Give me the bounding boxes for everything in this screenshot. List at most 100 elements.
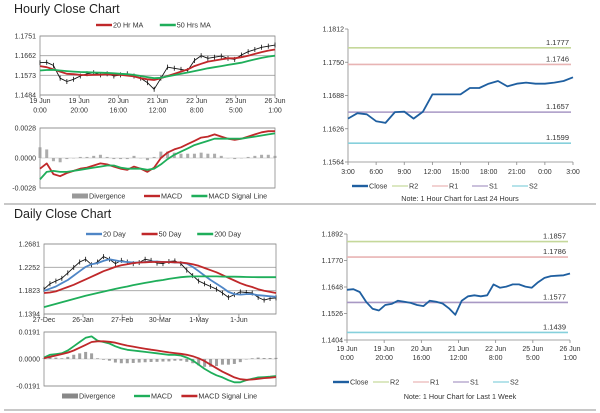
level-label-s2: 1.1599 <box>546 133 569 142</box>
divergence-bar <box>143 359 147 363</box>
divergence-bar <box>38 147 42 158</box>
series-50-day <box>43 261 277 294</box>
x-tick-label: 20 Jun <box>411 346 432 353</box>
series-macd <box>43 335 277 384</box>
x-tick-label: 0:00 <box>340 355 354 362</box>
section-divider <box>4 203 596 205</box>
x-tick-label: 16:00 <box>110 108 128 115</box>
plot-frame <box>43 243 277 315</box>
level-label-r2: 1.1777 <box>546 38 569 47</box>
divergence-bar <box>220 359 224 365</box>
x-tick-label: 6:00 <box>369 169 383 176</box>
series-20-hr-ma <box>39 48 276 81</box>
divergence-bar <box>268 358 272 359</box>
legend-label-r1: R1 <box>449 182 458 191</box>
x-tick-label: 30-Mar <box>149 317 172 324</box>
x-tick-label: 1-May <box>189 317 209 324</box>
y-tick-label: 0.0000 <box>19 357 41 364</box>
y-tick-label: 1.1688 <box>323 93 345 100</box>
divergence-bar <box>101 359 105 360</box>
legend-label-200-day: 200 Day <box>214 230 241 239</box>
x-tick-label: 25 Jun <box>522 346 543 353</box>
chart-note: Note: 1 Hour Chart for Last 24 Hours <box>401 194 519 203</box>
x-tick-label: 20 Jun <box>108 98 129 105</box>
hourly-chart-title: Hourly Close Chart <box>14 2 120 16</box>
chart-hourly_price <box>39 35 276 98</box>
divergence-bar <box>112 158 116 160</box>
divergence-bar <box>159 151 163 158</box>
divergence-bar <box>192 153 196 158</box>
divergence-bar <box>167 359 171 362</box>
y-tick-label: -0.0191 <box>16 384 40 391</box>
divergence-bar <box>113 359 117 363</box>
x-tick-label: 1:00 <box>268 108 282 115</box>
x-tick-label: 3:00 <box>566 169 580 176</box>
divergence-bar <box>155 359 159 362</box>
divergence-bar <box>72 354 76 359</box>
legend-label-macd-signal-line: MACD Signal Line <box>198 392 257 401</box>
legend-label-s1: S1 <box>489 182 498 191</box>
divergence-bar <box>66 356 70 359</box>
legend-label-s1: S1 <box>470 378 479 387</box>
divergence-bar <box>161 359 165 362</box>
x-tick-label: 9:00 <box>397 169 411 176</box>
divergence-bar <box>219 155 223 158</box>
y-tick-label: 1.1626 <box>323 126 345 133</box>
x-tick-label: 19 Jun <box>69 98 90 105</box>
series-macd <box>39 130 275 178</box>
chart-hourly_macd <box>38 127 277 189</box>
divergence-bar <box>85 156 89 158</box>
divergence-bar <box>125 158 129 160</box>
legend-label-r2: R2 <box>390 378 399 387</box>
divergence-bar <box>149 359 153 362</box>
divergence-bar <box>232 359 236 364</box>
x-tick-label: 8:00 <box>489 355 503 362</box>
level-label-s1: 1.1657 <box>546 102 569 111</box>
level-label-s1: 1.1577 <box>543 292 566 301</box>
series-close <box>347 76 574 124</box>
legend-label-close: Close <box>350 378 368 387</box>
x-tick-label: 25 Jun <box>225 98 246 105</box>
y-tick-label: 1.1484 <box>15 93 37 100</box>
y-tick-label: 1.1750 <box>323 60 345 67</box>
divergence-bar <box>98 154 102 158</box>
legend-label-macd-signal-line: MACD Signal Line <box>208 192 267 201</box>
x-tick-label: 21 Jun <box>448 346 469 353</box>
divergence-bar <box>206 153 210 158</box>
x-tick-label: 27-Dec <box>33 317 56 324</box>
divergence-bar <box>96 358 100 359</box>
divergence-bar <box>125 359 129 364</box>
x-tick-label: 5:00 <box>526 355 540 362</box>
legend-label-divergence: Divergence <box>89 192 125 201</box>
chart-weekly_pivots <box>344 233 571 343</box>
series-close <box>346 272 571 316</box>
level-label-r2: 1.1857 <box>543 232 566 241</box>
x-tick-label: 0:00 <box>538 169 552 176</box>
divergence-bar <box>45 149 49 158</box>
divergence-bar <box>65 158 69 160</box>
legend-label-s2: S2 <box>510 378 519 387</box>
y-tick-label: -0.0028 <box>12 186 36 193</box>
x-tick-label: 1-Jun <box>230 317 248 324</box>
divergence-bar <box>179 359 183 361</box>
x-tick-label: 19 Jun <box>29 98 50 105</box>
divergence-bar <box>273 155 277 158</box>
divergence-bar <box>179 153 183 158</box>
x-tick-label: 3:00 <box>341 169 355 176</box>
divergence-bar <box>78 353 82 359</box>
divergence-bar <box>84 351 88 359</box>
x-tick-label: 26 Jun <box>264 98 285 105</box>
x-tick-label: 26 Jun <box>559 346 580 353</box>
divergence-bar <box>199 152 203 158</box>
series-20-day <box>43 258 277 298</box>
divergence-bar <box>58 158 62 163</box>
legend-label-20-hr-ma: 20 Hr MA <box>113 21 144 30</box>
legend-label-macd: MACD <box>151 392 172 401</box>
x-tick-label: 22 Jun <box>485 346 506 353</box>
divergence-bar <box>256 357 260 359</box>
y-tick-label: 1.1648 <box>322 285 344 292</box>
divergence-bar <box>274 357 278 359</box>
divergence-bar <box>137 359 141 363</box>
y-tick-label: 1.1404 <box>322 338 344 345</box>
divergence-bar <box>246 156 250 158</box>
